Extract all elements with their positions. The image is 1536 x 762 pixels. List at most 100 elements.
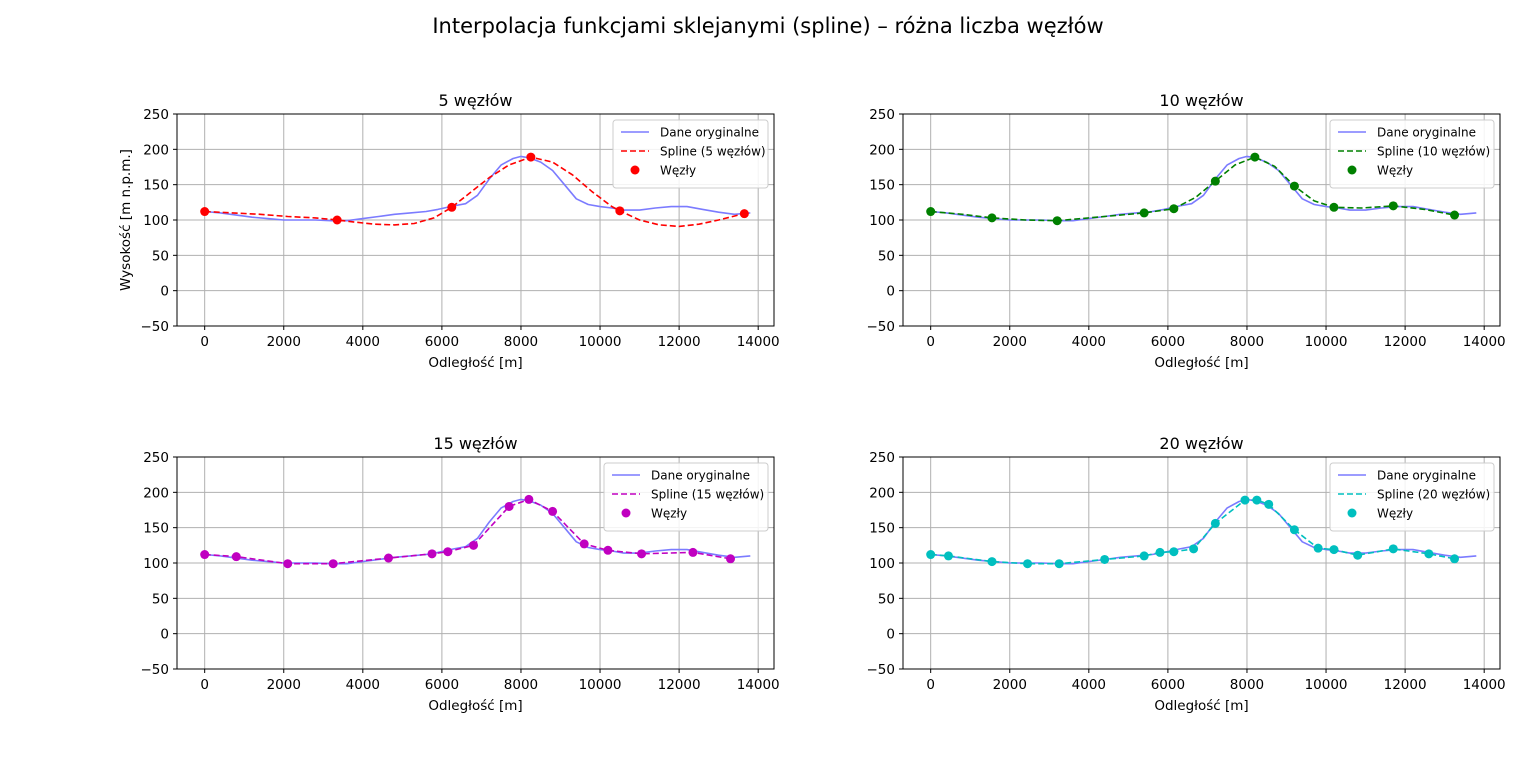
legend: Dane oryginalne Spline (20 węzłów) Węzły — [1329, 462, 1495, 532]
knot-point — [1289, 525, 1299, 535]
y-tick-label: 250 — [869, 450, 895, 466]
original-data-line — [204, 155, 751, 222]
knot-point — [1313, 543, 1323, 553]
knot-point — [926, 207, 936, 217]
y-tick-label: 150 — [869, 521, 895, 537]
legend-marker — [1347, 165, 1357, 175]
x-tick-label: 0 — [926, 677, 935, 693]
x-axis-label: Odległość [m] — [1154, 698, 1248, 714]
y-tick-label: 200 — [869, 485, 895, 501]
y-tick-label: 0 — [886, 284, 895, 300]
x-tick-label: 12000 — [658, 677, 701, 693]
plot-area — [926, 495, 1477, 569]
x-tick-label: 8000 — [1230, 677, 1264, 693]
y-tick-label: 150 — [143, 521, 169, 537]
knot-point — [1139, 551, 1149, 561]
knot-point — [1054, 559, 1064, 569]
knot-point — [524, 494, 534, 504]
x-tick-label: 4000 — [346, 677, 380, 693]
y-tick-label: 0 — [160, 627, 169, 643]
knot-point — [200, 550, 210, 560]
knot-point — [200, 207, 210, 217]
subplots: 0 2000 4000 6000 8000 10000 12000 14000−5005010… — [118, 91, 1506, 714]
x-tick-label: 6000 — [1151, 334, 1185, 350]
knot-point — [332, 215, 342, 225]
legend-label: Dane oryginalne — [660, 126, 759, 140]
knot-point — [1210, 176, 1220, 186]
y-tick-label: 50 — [152, 591, 169, 607]
knot-point — [1450, 210, 1460, 220]
x-tick-label: 14000 — [1463, 334, 1506, 350]
legend-label: Spline (10 węzłów) — [1377, 145, 1490, 159]
y-tick-label: 250 — [869, 107, 895, 123]
knot-point — [688, 547, 698, 557]
spline-line — [930, 156, 1455, 222]
knot-point — [427, 549, 437, 559]
legend-label: Węzły — [660, 164, 696, 178]
knot-point — [926, 550, 936, 560]
y-tick-label: 100 — [143, 213, 169, 229]
knot-point — [1189, 544, 1199, 554]
legend-marker — [1347, 508, 1357, 518]
x-tick-label: 6000 — [425, 677, 459, 693]
y-tick-label: 200 — [143, 485, 169, 501]
knot-point — [637, 549, 647, 559]
knot-point — [384, 553, 394, 563]
x-tick-label: 10000 — [1305, 677, 1348, 693]
knot-point — [1424, 549, 1434, 559]
y-tick-label: 100 — [869, 213, 895, 229]
knot-point — [1289, 181, 1299, 191]
x-tick-label: 4000 — [346, 334, 380, 350]
legend: Dane oryginalne Spline (5 węzłów) Węzły — [612, 119, 769, 189]
x-tick-label: 12000 — [658, 334, 701, 350]
legend: Dane oryginalne Spline (10 węzłów) Węzły — [1329, 119, 1495, 189]
x-tick-label: 8000 — [504, 334, 538, 350]
y-tick-label: 150 — [143, 178, 169, 194]
legend-label: Spline (5 węzłów) — [660, 145, 766, 159]
y-tick-label: 250 — [143, 107, 169, 123]
legend-box — [1329, 462, 1495, 532]
legend-marker — [621, 508, 631, 518]
legend-label: Spline (15 węzłów) — [651, 488, 764, 502]
knot-point — [1023, 559, 1033, 569]
knot-point — [1264, 499, 1274, 509]
legend-marker — [630, 165, 640, 175]
subplot-2: 0 2000 4000 6000 8000 10000 12000 14000 −50 0 50 10… — [867, 91, 1506, 371]
y-tick-label: 50 — [878, 591, 895, 607]
knot-point — [1252, 495, 1262, 505]
y-tick-label: 50 — [152, 248, 169, 264]
x-axis-label: Odległość [m] — [428, 355, 522, 371]
knot-point — [987, 557, 997, 567]
y-tick-label: 0 — [160, 284, 169, 300]
x-tick-label: 10000 — [579, 677, 622, 693]
knot-point — [1169, 204, 1179, 214]
x-tick-label: 2000 — [267, 334, 301, 350]
x-axis-label: Odległość [m] — [428, 698, 522, 714]
subplot-4: 0 2000 4000 6000 8000 10000 12000 14000 −50 0 50 10… — [867, 434, 1506, 714]
plot-area — [926, 152, 1477, 226]
knot-point — [1388, 544, 1398, 554]
knot-point — [231, 552, 241, 562]
y-tick-label: 200 — [143, 142, 169, 158]
knot-point — [283, 559, 293, 569]
knot-point — [1329, 202, 1339, 212]
legend-label: Węzły — [651, 507, 687, 521]
legend-label: Węzły — [1377, 507, 1413, 521]
knot-point — [1100, 554, 1110, 564]
x-tick-label: 10000 — [1305, 334, 1348, 350]
knot-point — [1052, 216, 1062, 226]
x-tick-label: 10000 — [579, 334, 622, 350]
y-tick-label: 100 — [143, 556, 169, 572]
knot-point — [526, 152, 536, 162]
plot-area — [200, 494, 751, 569]
knot-point — [603, 545, 613, 555]
x-tick-label: 14000 — [737, 677, 780, 693]
knot-point — [548, 506, 558, 516]
y-tick-label: 50 — [878, 248, 895, 264]
x-tick-label: 12000 — [1384, 677, 1427, 693]
knot-point — [469, 540, 479, 550]
knot-point — [1169, 547, 1179, 557]
knot-point — [1240, 495, 1250, 505]
legend-label: Spline (20 węzłów) — [1377, 488, 1490, 502]
